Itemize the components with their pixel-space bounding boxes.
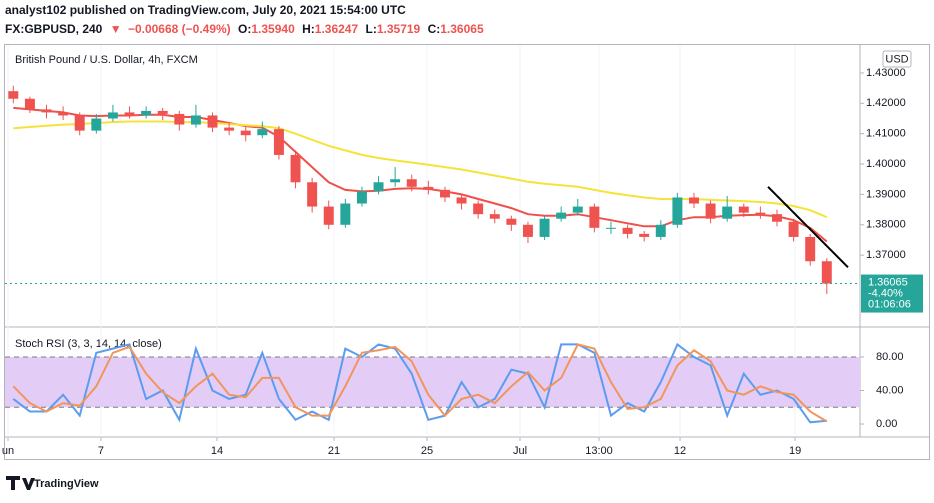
l: 1.35719 (377, 22, 421, 36)
candle-body (323, 206, 334, 225)
countdown: 01:06:06 (868, 298, 911, 310)
candle-body (74, 115, 85, 131)
x-tick-label: 21 (328, 445, 340, 457)
y-tick-label: 1.39000 (866, 188, 906, 200)
candle-body (722, 206, 733, 219)
rsi-line (12, 342, 827, 424)
candle-body (689, 197, 699, 204)
y-tick-label: 1.41000 (866, 128, 906, 140)
candle-body (522, 224, 533, 237)
candle-body (788, 221, 799, 237)
candle-body (755, 212, 766, 215)
candle-body (539, 218, 550, 237)
y-tick-label: 40.00 (876, 384, 904, 396)
x-tick-label: 13:00 (585, 445, 613, 457)
x-tick-label: un (2, 445, 14, 457)
candle-body (556, 212, 567, 219)
x-tick-label: 7 (98, 445, 104, 457)
candle-body (207, 115, 218, 128)
candle-body (8, 91, 19, 99)
candle-body (605, 227, 616, 229)
y-tick-label: 1.43000 (866, 67, 906, 79)
arrow: ▼ (110, 22, 122, 36)
candle-body (58, 112, 69, 116)
frame (4, 44, 930, 460)
candle-body (107, 112, 118, 119)
x-tick-label: 19 (789, 445, 801, 457)
candle-body (672, 197, 683, 225)
candle-body (390, 179, 401, 183)
change: −0.00668 (−0.49%) (128, 22, 231, 36)
candle-body (290, 154, 301, 183)
candle-body (373, 182, 384, 192)
y-tick-label: 1.37000 (866, 249, 906, 261)
candle-body (406, 179, 417, 187)
c-label: C: (428, 22, 441, 36)
x-tick-label: 12 (674, 445, 686, 457)
x-tick-label: Jul (513, 445, 527, 457)
candle-body (622, 227, 633, 234)
h: 1.36247 (315, 22, 359, 36)
o: 1.35940 (251, 22, 295, 36)
candle-body (224, 127, 235, 131)
candle-body (273, 129, 284, 155)
candle-body (240, 130, 251, 136)
last-price-box (861, 274, 923, 313)
candle-body (141, 110, 152, 116)
chart-title: British Pound / U.S. Dollar, 4h, FXCM (15, 54, 198, 66)
l-label: L: (366, 22, 377, 36)
currency: USD (885, 53, 908, 65)
candle-body (91, 118, 102, 131)
x-tick-label: 14 (211, 445, 223, 457)
candle-body (124, 112, 135, 116)
candle-body (489, 214, 500, 219)
rsi-line (12, 343, 828, 423)
candle-body (456, 197, 467, 204)
symbol: FX:GBPUSD, 240 (5, 22, 103, 36)
candle-body (821, 261, 832, 284)
rsi-title: Stoch RSI (3, 3, 14, 14, close) (15, 338, 162, 350)
y-tick-label: 1.38000 (866, 219, 906, 231)
brand: TradingView (34, 478, 99, 490)
candle-body (805, 236, 816, 262)
c: 1.36065 (440, 22, 484, 36)
h-label: H: (302, 22, 315, 36)
last-change: -4.40% (868, 287, 903, 299)
candle-body (41, 109, 52, 113)
trendline (767, 186, 849, 269)
candle-body (473, 203, 484, 215)
candle-body (655, 224, 666, 237)
candle-body (340, 203, 351, 225)
candle-body (157, 110, 168, 114)
candle-body (589, 206, 600, 228)
candle-body (190, 115, 201, 125)
candle-body (572, 206, 583, 213)
currency-box (882, 50, 912, 68)
logo-icon (6, 476, 35, 490)
candle-body (257, 129, 268, 136)
candle-body (738, 206, 749, 213)
candle-body (24, 98, 35, 110)
candle-body (506, 218, 517, 225)
y-tick-label: 80.00 (876, 351, 904, 363)
candle-body (639, 233, 650, 237)
y-tick-label: 0.00 (876, 418, 897, 430)
logo: TradingView (6, 476, 99, 490)
x-tick-label: 25 (421, 445, 433, 457)
candle-body (174, 113, 185, 125)
y-tick-label: 1.42000 (866, 97, 906, 109)
candle-body (772, 214, 782, 222)
symbol-line: FX:GBPUSD, 240 ▼ −0.00668 (−0.49%) O:1.3… (5, 22, 484, 36)
candle-body (705, 203, 716, 219)
y-tick-label: 1.40000 (866, 158, 906, 170)
candle-body (307, 182, 318, 207)
publisher: analyst102 published on TradingView.com,… (5, 3, 406, 17)
candle-body (356, 191, 367, 204)
candle-body (439, 189, 450, 198)
o-label: O: (238, 22, 251, 36)
candle-body (423, 186, 434, 190)
last-price: 1.36065 (868, 276, 908, 288)
